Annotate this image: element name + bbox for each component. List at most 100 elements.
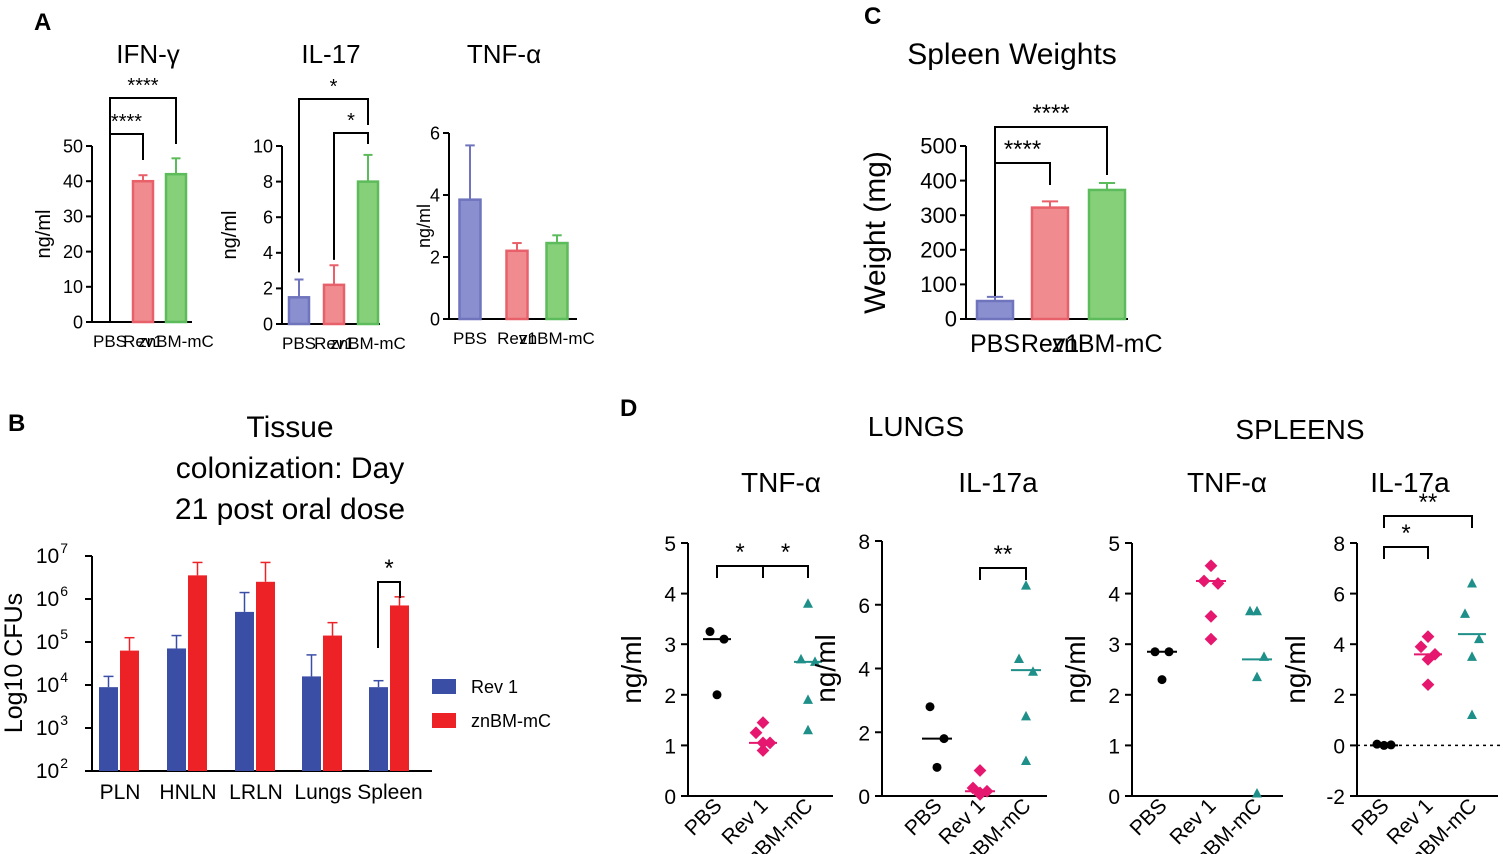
bar-rev1: [235, 611, 254, 771]
data-point-pbs: [939, 734, 949, 744]
legend-swatch: [432, 679, 456, 694]
y-tick-label: -2: [1326, 786, 1345, 809]
x-tick-label: znBM-mC: [519, 329, 595, 348]
y-tick-label: 0: [430, 309, 440, 329]
sig-b-label: *: [384, 555, 393, 582]
bar: [287, 296, 311, 326]
sig-d4-1-label: *: [1401, 520, 1410, 547]
y-tick-label: 2: [858, 722, 870, 745]
bar-znbm: [256, 581, 275, 771]
y-tick-label: 0: [73, 312, 83, 332]
chart-title-line: 21 post oral dose: [175, 493, 405, 526]
y-tick-label: 400: [920, 168, 957, 193]
y-tick-label: 4: [1333, 634, 1345, 657]
data-point-pbs: [1157, 675, 1167, 685]
bar-rev1: [302, 676, 321, 771]
bar: [322, 283, 346, 326]
y-tick-label: 10: [253, 136, 273, 156]
panel-label-c: C: [864, 3, 881, 30]
y-tick-label: 2: [1333, 685, 1345, 708]
group-label-spleens: SPLEENS: [1235, 414, 1364, 445]
chart-title: Spleen Weights: [907, 38, 1117, 71]
data-point-znbm: [803, 724, 813, 735]
y-tick-label: 0: [1333, 735, 1345, 758]
y-tick-label: 0: [1108, 786, 1120, 809]
y-tick-label: 30: [63, 207, 83, 227]
data-point-pbs: [712, 690, 722, 700]
chart-title-line: Tissue: [246, 411, 333, 444]
data-point-pbs: [1372, 739, 1382, 749]
y-tick-label: 300: [920, 203, 957, 228]
data-point-znbm: [1028, 666, 1038, 676]
sig-b-bracket: [377, 581, 401, 648]
data-point-znbm: [803, 694, 813, 704]
y-tick-exponent: 5: [60, 626, 68, 642]
y-tick-label: 4: [1108, 584, 1120, 607]
y-tick-label: 6: [1333, 584, 1345, 607]
data-point-znbm: [803, 598, 813, 608]
panel-label-a: A: [34, 9, 51, 36]
legend-label: znBM-mC: [471, 711, 551, 731]
data-point-rev1: [1414, 640, 1428, 654]
x-tick-label: znBM-mC: [1051, 330, 1162, 358]
y-tick-label: 4: [858, 659, 870, 682]
x-tick-label: PBS: [282, 334, 316, 353]
y-axis-label: ng/ml: [414, 204, 434, 248]
data-point-rev1: [1211, 577, 1225, 590]
y-tick-label: 102: [36, 755, 68, 783]
sig-a2-1-label: *: [347, 110, 355, 132]
data-point-znbm: [1014, 653, 1024, 663]
bar: [975, 299, 1015, 321]
x-tick-label: Lungs: [294, 781, 351, 804]
y-tick-label: 200: [920, 238, 957, 263]
chart-title: TNF-α: [467, 39, 541, 69]
x-tick-label: PBS: [93, 332, 127, 351]
bar-znbm: [323, 635, 342, 771]
y-tick-label: 100: [920, 272, 957, 297]
sig-c-1-label: ****: [1004, 136, 1041, 163]
data-point-znbm: [1245, 605, 1255, 616]
y-axis-label: ng/ml: [1060, 635, 1091, 703]
data-point-pbs: [705, 627, 715, 637]
data-point-rev1: [749, 726, 763, 740]
chart-title: IFN-γ: [116, 39, 180, 69]
chart-title: TNF-α: [1187, 467, 1267, 498]
bar: [1087, 188, 1127, 321]
chart-title-line: colonization: Day: [176, 452, 404, 485]
bar-znbm: [390, 605, 409, 771]
legend-label: Rev 1: [471, 677, 518, 697]
y-tick-label: 8: [263, 172, 273, 192]
bar-rev1: [167, 648, 186, 771]
data-point-pbs: [719, 634, 729, 644]
y-tick-exponent: 7: [60, 540, 68, 556]
data-point-znbm: [1467, 651, 1477, 661]
x-tick-label: PBS: [453, 329, 487, 348]
bar-rev1: [369, 687, 388, 771]
data-point-znbm: [1467, 709, 1477, 720]
y-tick-exponent: 4: [60, 669, 68, 685]
group-label-lungs: LUNGS: [868, 411, 964, 442]
bar: [164, 172, 188, 324]
data-point-rev1: [1204, 610, 1218, 623]
y-tick-label: 106: [36, 583, 68, 611]
bar: [1030, 206, 1070, 321]
y-tick-label: 0: [945, 307, 957, 332]
y-tick-label: 3: [664, 634, 676, 657]
bar: [356, 180, 380, 326]
y-axis-label: ng/ml: [33, 210, 55, 259]
y-axis-label: ng/ml: [810, 634, 841, 702]
y-tick-label: 103: [36, 712, 68, 740]
panel-label-d: D: [620, 395, 637, 422]
x-tick-label: Rev1: [497, 329, 537, 348]
y-tick-label: 50: [63, 136, 83, 156]
sig-a2-2-label: *: [330, 76, 338, 98]
data-point-znbm: [1252, 605, 1262, 616]
x-tick-label: LRLN: [229, 781, 283, 804]
chart-title: IL-17a: [1370, 467, 1450, 498]
y-tick-label: 4: [664, 584, 676, 607]
y-tick-label: 8: [1333, 533, 1345, 556]
x-tick-label: Spleen: [357, 781, 422, 804]
y-tick-label: 5: [664, 533, 676, 556]
y-tick-exponent: 6: [60, 583, 68, 599]
